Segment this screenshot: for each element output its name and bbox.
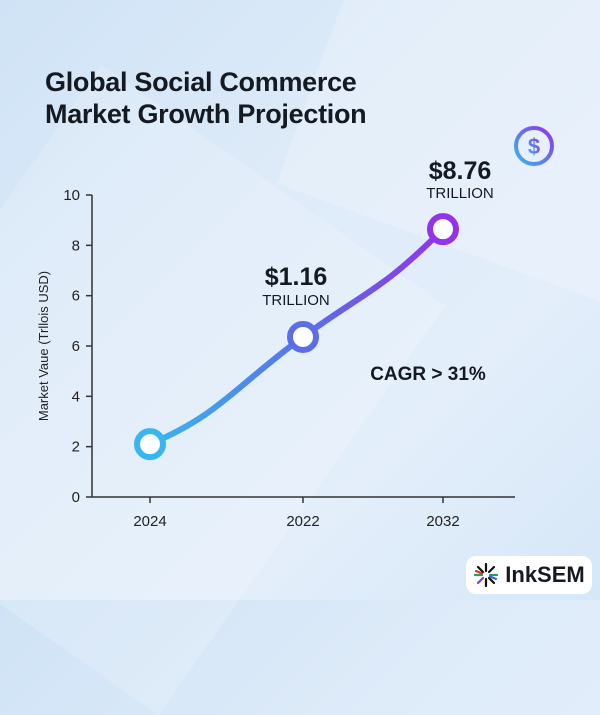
cagr-annotation: CAGR > 31% xyxy=(370,364,486,385)
starburst-icon xyxy=(474,562,499,588)
data-point-2022 xyxy=(287,320,319,353)
annotation-value-2022: $1.16 xyxy=(265,263,328,291)
brand-logo: InkSEM xyxy=(466,556,592,594)
svg-text:$: $ xyxy=(528,134,540,159)
page-title: Global Social Commerce Market Growth Pro… xyxy=(45,67,367,129)
y-axis-label: Market Vaue (Trllois USD) xyxy=(36,271,51,421)
dollar-circle-icon: $ xyxy=(514,126,554,166)
data-point-2024 xyxy=(134,428,166,461)
y-tick-label: 0 xyxy=(72,489,80,506)
brand-name: InkSEM xyxy=(505,562,585,587)
y-tick-label: 10 xyxy=(63,187,80,204)
annotation-unit-2032: TRILLION xyxy=(426,185,494,202)
y-tick-label: 2 xyxy=(72,439,80,456)
y-tick-label: 4 xyxy=(72,388,80,405)
x-tick-label: 2022 xyxy=(286,513,319,530)
annotation-value-2032: $8.76 xyxy=(429,157,492,185)
annotation-unit-2022: TRILLION xyxy=(262,292,330,309)
y-tick-label: 6 xyxy=(72,288,80,305)
y-tick-label: 8 xyxy=(72,237,80,254)
x-tick-label: 2024 xyxy=(133,513,166,530)
x-tick-label: 2032 xyxy=(426,513,459,530)
y-tick-label: 6 xyxy=(72,338,80,355)
line-chart: Market Vaue (Trllois USD) 0 2 4 6 6 8 10 2024 2… xyxy=(36,126,554,530)
data-point-2032 xyxy=(427,213,459,246)
